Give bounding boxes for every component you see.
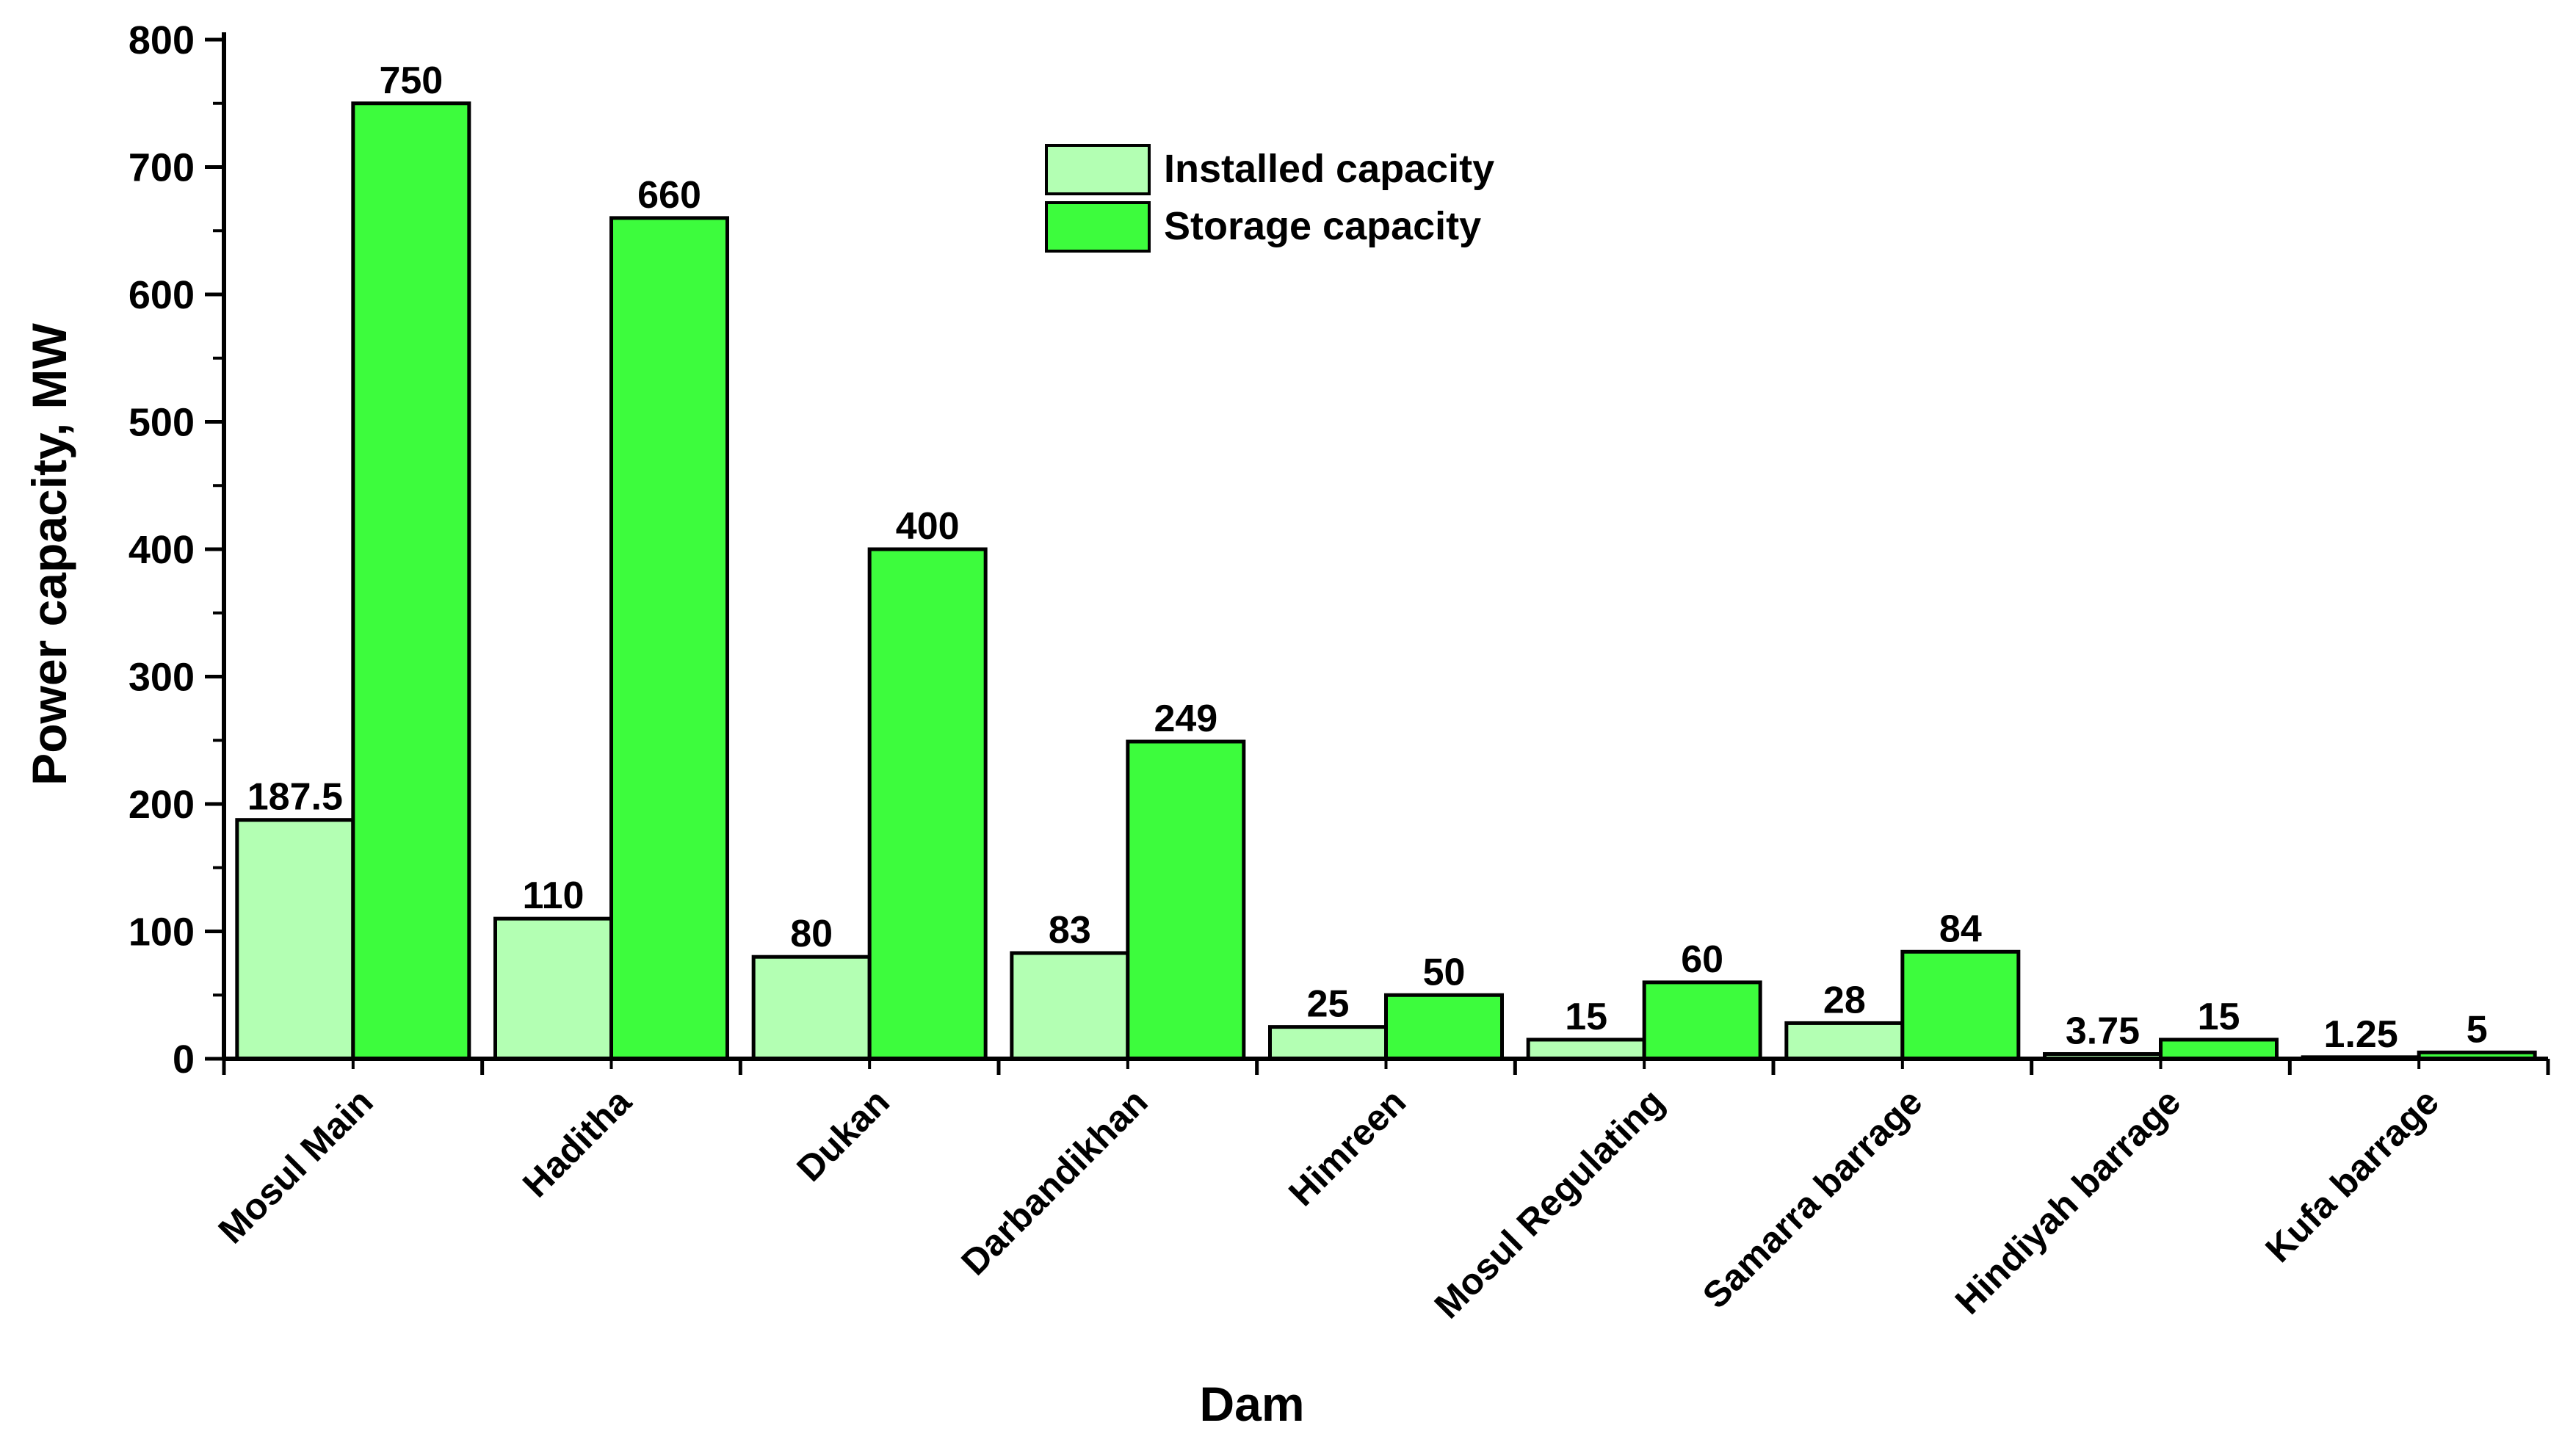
y-tick-label: 300 bbox=[129, 656, 195, 700]
bar-storage bbox=[1642, 980, 1762, 1061]
legend-label: Storage capacity bbox=[1164, 204, 1481, 248]
bar-installed bbox=[1526, 1037, 1646, 1061]
bar-installed bbox=[1784, 1021, 1905, 1061]
y-tick-label: 700 bbox=[129, 146, 195, 190]
bar-storage bbox=[609, 216, 729, 1061]
bar-storage bbox=[2159, 1037, 2279, 1061]
data-label: 400 bbox=[896, 505, 960, 548]
bar-storage bbox=[1900, 949, 2021, 1061]
data-label: 25 bbox=[1307, 983, 1350, 1026]
x-tick-label: Himreen bbox=[1281, 1081, 1414, 1214]
data-label: 3.75 bbox=[2066, 1010, 2140, 1052]
bar-installed bbox=[493, 916, 613, 1061]
y-tick-label: 100 bbox=[129, 910, 195, 955]
data-label: 249 bbox=[1154, 698, 1217, 740]
data-label: 50 bbox=[1423, 951, 1466, 993]
bars-layer bbox=[235, 101, 2537, 1061]
data-label: 187.5 bbox=[247, 776, 343, 819]
data-label: 15 bbox=[2198, 996, 2240, 1038]
y-tick-label: 800 bbox=[129, 18, 195, 62]
y-tick-label: 0 bbox=[173, 1037, 195, 1082]
data-label: 28 bbox=[1823, 979, 1866, 1021]
bar-storage bbox=[1384, 993, 1504, 1061]
x-axis-title: Dam bbox=[1199, 1377, 1304, 1431]
y-tick-label: 500 bbox=[129, 401, 195, 445]
data-label: 84 bbox=[1939, 908, 1982, 950]
x-tick-label: Kufa barrage bbox=[2257, 1081, 2447, 1270]
bar-installed bbox=[751, 955, 872, 1061]
data-label: 110 bbox=[523, 874, 585, 917]
legend-swatch-storage bbox=[1045, 201, 1151, 253]
y-tick-label: 200 bbox=[129, 783, 195, 827]
x-tick-label: Mosul Regulating bbox=[1427, 1081, 1672, 1326]
y-tick-label: 600 bbox=[129, 273, 195, 317]
data-label: 5 bbox=[2467, 1008, 2488, 1051]
x-tick-label: Haditha bbox=[515, 1080, 640, 1205]
x-tick-label: Mosul Main bbox=[211, 1081, 381, 1251]
bar-storage bbox=[867, 547, 988, 1061]
x-tick-label: Hindiyah barrage bbox=[1947, 1081, 2188, 1322]
legend: Installed capacity Storage capacity bbox=[1045, 144, 1494, 253]
bar-installed bbox=[235, 818, 355, 1061]
data-label: 1.25 bbox=[2324, 1013, 2398, 1056]
data-label: 83 bbox=[1049, 909, 1091, 952]
x-tick-label: Samarra barrage bbox=[1695, 1081, 1930, 1316]
x-tick-label: Dukan bbox=[789, 1081, 897, 1189]
data-labels-layer: 187.5 750 110 660 80 400 83 249 25 50 15 60 28 84 3.75… bbox=[247, 59, 2488, 1056]
y-tick-label: 400 bbox=[129, 528, 195, 572]
data-label: 750 bbox=[379, 59, 443, 102]
bar-installed bbox=[1010, 951, 1130, 1061]
bar-storage bbox=[1126, 739, 1246, 1061]
bar-installed bbox=[1268, 1025, 1388, 1061]
x-tick-label: Darbandikhan bbox=[953, 1081, 1155, 1283]
data-label: 60 bbox=[1681, 938, 1723, 981]
data-label: 660 bbox=[637, 174, 701, 217]
data-label: 15 bbox=[1565, 996, 1607, 1038]
y-axis-title: Power capacity, MW bbox=[22, 322, 76, 785]
legend-swatch-installed bbox=[1045, 144, 1151, 195]
data-label: 80 bbox=[790, 913, 833, 955]
legend-label: Installed capacity bbox=[1164, 147, 1494, 191]
bar-storage bbox=[351, 101, 471, 1061]
